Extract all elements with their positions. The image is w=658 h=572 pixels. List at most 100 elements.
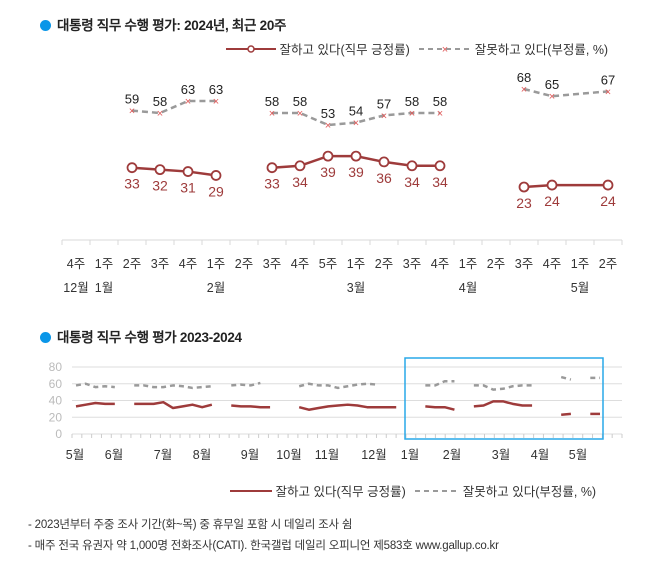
disapprove-point-marker: × bbox=[549, 91, 555, 103]
x-tick-label-month: 12월 bbox=[63, 281, 88, 295]
x-tick-label-month: 5월 bbox=[569, 448, 587, 462]
approve-series-line bbox=[131, 166, 217, 177]
approve-series-line bbox=[231, 404, 271, 409]
top-chart-title: 대통령 직무 수행 평가: 2024년, 최근 20주 bbox=[40, 14, 286, 34]
disapprove-series-line bbox=[425, 379, 455, 387]
x-tick-label-week: 3주 bbox=[515, 257, 533, 271]
x-tick-label-week: 2주 bbox=[123, 257, 141, 271]
footnote-1: - 2023년부터 주중 조사 기간(화~목) 중 휴무일 포함 시 데일리 조… bbox=[28, 519, 353, 531]
approve-point-marker bbox=[266, 162, 278, 174]
x-tick-label-month: 7월 bbox=[154, 448, 172, 462]
approve-data-label: 24 bbox=[600, 193, 616, 209]
approve-data-label: 34 bbox=[404, 174, 420, 190]
approve-series-line bbox=[425, 405, 455, 411]
x-tick-label-week: 3주 bbox=[151, 257, 169, 271]
x-tick-label-month: 11월 bbox=[315, 448, 339, 462]
approve-data-label: 23 bbox=[516, 195, 532, 211]
approve-point-marker bbox=[350, 150, 362, 162]
approve-data-label: 34 bbox=[432, 174, 448, 190]
disapprove-data-label: 67 bbox=[601, 72, 615, 87]
approve-point-marker bbox=[406, 160, 418, 172]
disapprove-data-label: 68 bbox=[517, 70, 531, 85]
approve-data-label: 29 bbox=[208, 183, 224, 199]
x-tick-label-month: 4월 bbox=[459, 281, 477, 295]
x-tick-label-week: 3주 bbox=[403, 257, 421, 271]
approve-point-marker bbox=[322, 150, 334, 162]
x-tick-label-week: 4주 bbox=[179, 257, 197, 271]
x-tick-label-month: 12월 bbox=[361, 448, 386, 462]
legend-approve-label: 잘하고 있다(직무 긍정률) bbox=[279, 43, 410, 57]
approve-point-marker bbox=[546, 179, 558, 191]
bullet-dot-icon bbox=[40, 20, 51, 31]
x-tick-label-week: 2주 bbox=[235, 257, 253, 271]
disapprove-series-line bbox=[75, 382, 115, 389]
approve-legend-marker-icon bbox=[226, 45, 276, 53]
x-tick-label-month: 5월 bbox=[571, 281, 589, 295]
disapprove-series-line bbox=[473, 384, 533, 391]
x-tick-label-month: 6월 bbox=[105, 448, 123, 462]
disapprove-point-marker: × bbox=[409, 108, 415, 120]
disapprove-data-label: 58 bbox=[293, 94, 307, 109]
x-tick-label-week: 2주 bbox=[599, 257, 617, 271]
x-tick-label-month: 1월 bbox=[95, 281, 113, 295]
top-legend: 잘하고 있다(직무 긍정률) × 잘못하고 있다(부정률, %) bbox=[226, 39, 608, 58]
disapprove-point-marker: × bbox=[325, 120, 331, 132]
recent-20-weeks-highlight-box bbox=[404, 357, 604, 440]
x-tick-label-week: 1주 bbox=[347, 257, 365, 271]
disapprove-legend-line-icon bbox=[415, 490, 460, 492]
disapprove-data-label: 65 bbox=[545, 77, 559, 92]
legend-disapprove-label: 잘못하고 있다(부정률, %) bbox=[462, 485, 597, 499]
x-tick-label-week: 2주 bbox=[375, 257, 393, 271]
disapprove-data-label: 58 bbox=[405, 94, 419, 109]
bottom-chart: 0 20 40 60 80 5월 6월 7월 8월 9월 10월 11월 12월 1월 2월 3월 4월 5월 bbox=[49, 357, 623, 462]
disapprove-point-marker: × bbox=[437, 108, 443, 120]
svg-text:×: × bbox=[442, 44, 448, 56]
disapprove-legend-marker-icon: × bbox=[419, 44, 472, 56]
disapprove-series-line bbox=[298, 382, 377, 390]
top-chart: 4주 1주 2주 3주 4주 1주 2주 3주 4주 5주 1주 2주 3주 4주 1주 2주 3주 4주 1주 2주… bbox=[61, 70, 623, 295]
approve-point-marker bbox=[210, 170, 222, 181]
approve-point-marker bbox=[154, 164, 166, 176]
x-tick-label-month: 2월 bbox=[207, 281, 225, 295]
x-tick-label-week: 4주 bbox=[291, 257, 309, 271]
disapprove-data-label: 58 bbox=[433, 94, 447, 109]
x-tick-label-week: 1주 bbox=[207, 257, 225, 271]
x-tick-label-month: 9월 bbox=[241, 448, 259, 462]
legend-disapprove-label: 잘못하고 있다(부정률, %) bbox=[474, 43, 609, 57]
approve-point-marker bbox=[434, 160, 446, 172]
approve-data-label: 24 bbox=[544, 193, 560, 209]
disapprove-point-marker: × bbox=[213, 96, 219, 108]
disapprove-data-label: 63 bbox=[209, 82, 223, 97]
disapprove-data-label: 58 bbox=[265, 94, 279, 109]
bottom-chart-title-text: 대통령 직무 수행 평가 2023-2024 bbox=[57, 330, 242, 345]
disapprove-point-marker: × bbox=[129, 106, 135, 118]
x-tick-label-month: 3월 bbox=[492, 448, 510, 462]
disapprove-data-label: 57 bbox=[377, 96, 391, 111]
disapprove-data-label: 53 bbox=[321, 106, 335, 121]
x-tick-label-month: 10월 bbox=[276, 448, 301, 462]
approve-data-label: 39 bbox=[320, 164, 336, 180]
approve-point-marker bbox=[182, 166, 194, 177]
disapprove-point-marker: × bbox=[521, 84, 527, 96]
approve-legend-line-icon bbox=[230, 490, 272, 492]
approve-data-label: 34 bbox=[292, 174, 308, 190]
x-tick-label-month: 8월 bbox=[193, 448, 211, 462]
x-tick-label-week: 4주 bbox=[67, 257, 85, 271]
approve-point-marker bbox=[602, 179, 614, 191]
legend-approve-label: 잘하고 있다(직무 긍정률) bbox=[275, 485, 406, 499]
approve-data-label: 39 bbox=[348, 164, 364, 180]
x-tick-label-week: 2주 bbox=[487, 257, 505, 271]
y-tick-label: 0 bbox=[55, 427, 62, 441]
disapprove-point-marker: × bbox=[353, 118, 359, 130]
x-tick-label-month: 4월 bbox=[531, 448, 549, 462]
x-tick-label-month: 5월 bbox=[66, 448, 84, 462]
y-tick-label: 60 bbox=[49, 377, 63, 391]
x-tick-label-week: 5주 bbox=[319, 257, 337, 271]
x-tick-label-month: 2월 bbox=[443, 448, 461, 462]
x-tick-label-month: 1월 bbox=[401, 448, 419, 462]
disapprove-data-label: 54 bbox=[349, 104, 363, 119]
approve-series-line bbox=[134, 400, 213, 410]
x-tick-label-week: 4주 bbox=[543, 257, 561, 271]
disapprove-point-marker: × bbox=[185, 96, 191, 108]
y-tick-label: 80 bbox=[49, 360, 63, 374]
